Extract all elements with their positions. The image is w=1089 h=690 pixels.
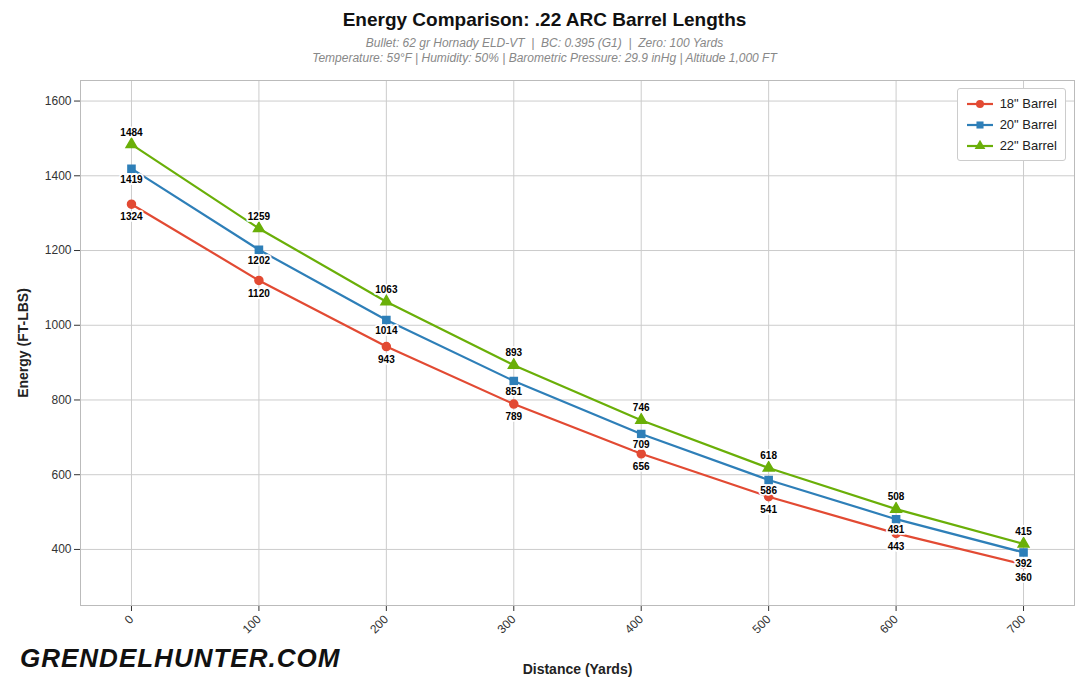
svg-text:Energy (FT-LBS): Energy (FT-LBS) xyxy=(15,288,31,398)
svg-text:800: 800 xyxy=(51,393,71,407)
svg-text:100: 100 xyxy=(240,612,264,636)
svg-text:1063: 1063 xyxy=(375,284,398,295)
svg-text:1400: 1400 xyxy=(45,169,72,183)
html-text:20" Barrel: 20" Barrel xyxy=(999,117,1057,132)
svg-text:392: 392 xyxy=(1015,558,1032,569)
svg-text:500: 500 xyxy=(749,612,773,636)
svg-text:1419: 1419 xyxy=(120,174,143,185)
svg-text:851: 851 xyxy=(505,386,522,397)
svg-text:700: 700 xyxy=(1004,612,1028,636)
svg-text:300: 300 xyxy=(495,612,519,636)
svg-text:400: 400 xyxy=(51,542,71,556)
svg-text:1200: 1200 xyxy=(45,243,72,257)
svg-text:541: 541 xyxy=(760,504,777,515)
html-text:GRENDELHUNTER.COM: GRENDELHUNTER.COM xyxy=(20,643,341,673)
svg-text:1324: 1324 xyxy=(120,211,143,222)
svg-text:415: 415 xyxy=(1015,526,1032,537)
svg-text:481: 481 xyxy=(888,524,905,535)
svg-text:600: 600 xyxy=(877,612,901,636)
svg-text:0: 0 xyxy=(122,612,137,627)
svg-text:360: 360 xyxy=(1015,572,1032,583)
svg-text:618: 618 xyxy=(760,450,777,461)
html-text:Temperature: 59°F | Humidity:: Temperature: 59°F | Humidity: 50% | Baro… xyxy=(312,51,777,65)
svg-text:943: 943 xyxy=(378,354,395,365)
svg-text:789: 789 xyxy=(505,411,522,422)
html-text:22" Barrel: 22" Barrel xyxy=(999,138,1057,153)
svg-text:1202: 1202 xyxy=(248,255,271,266)
html-text:18" Barrel: 18" Barrel xyxy=(999,96,1057,111)
html-text:Energy Comparison: .22 ARC Bar: Energy Comparison: .22 ARC Barrel Length… xyxy=(342,9,747,30)
svg-text:Distance (Yards): Distance (Yards) xyxy=(523,661,633,677)
svg-text:1484: 1484 xyxy=(120,127,143,138)
svg-text:200: 200 xyxy=(367,612,391,636)
svg-text:746: 746 xyxy=(633,402,650,413)
svg-text:1120: 1120 xyxy=(248,288,270,299)
svg-text:508: 508 xyxy=(888,491,905,502)
html-text:Bullet: 62 gr Hornady ELD-VT |: Bullet: 62 gr Hornady ELD-VT | BC: 0.395… xyxy=(365,36,724,50)
svg-text:443: 443 xyxy=(888,541,905,552)
svg-text:400: 400 xyxy=(622,612,646,636)
svg-text:1259: 1259 xyxy=(248,211,271,222)
svg-text:1014: 1014 xyxy=(375,325,398,336)
svg-text:586: 586 xyxy=(760,485,777,496)
svg-text:600: 600 xyxy=(51,468,71,482)
svg-text:1000: 1000 xyxy=(45,318,72,332)
svg-text:656: 656 xyxy=(633,461,650,472)
svg-text:709: 709 xyxy=(633,439,650,450)
svg-text:1600: 1600 xyxy=(45,94,72,108)
svg-text:893: 893 xyxy=(505,347,522,358)
